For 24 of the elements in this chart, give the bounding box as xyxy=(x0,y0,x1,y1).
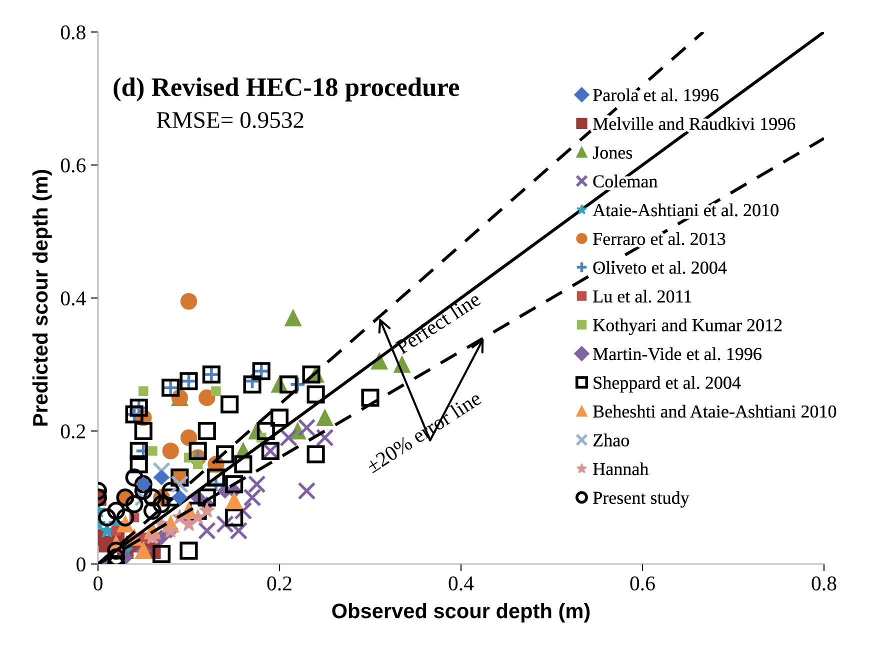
legend-label: Kothyari and Kumar 2012 xyxy=(593,318,782,336)
y-axis-title: Predicted scour depth (m) xyxy=(32,170,52,426)
legend-label: Sheppard et al. 2004 xyxy=(594,376,741,393)
legend-label: Present study xyxy=(593,491,690,508)
y-tick-label: 0.2 xyxy=(60,424,86,439)
y-tick-label: 0 xyxy=(76,557,86,572)
x-tick-label: 0.8 xyxy=(812,576,836,591)
y-tick-label: 0.6 xyxy=(60,158,86,173)
y-tick-label: 0.8 xyxy=(60,25,86,40)
x-tick-label: 0.6 xyxy=(630,576,655,591)
text: (d) Revised HEC-18 procedure xyxy=(114,78,460,102)
y-tick-label: 0.4 xyxy=(60,291,86,306)
x-tick-label: 0.4 xyxy=(448,576,474,591)
annotation: RMSE= 0.9532 xyxy=(156,112,304,128)
legend-label: Martin-Vide et al. 1996 xyxy=(593,347,762,360)
legend-label: Beheshti and Ataie-Ashtiani 2010 xyxy=(593,404,836,418)
legend-label: Ataie-Ashtiani et al. 2010 xyxy=(592,204,778,216)
legend-label: Lu et al. 2011 xyxy=(593,290,692,303)
legend-label: Zhao xyxy=(593,434,629,446)
legend-label: Hannah xyxy=(593,462,648,476)
x-tick-label: 0 xyxy=(94,576,102,590)
x-axis-title: Observed scour depth (m) xyxy=(332,603,590,622)
legend-label: Jones xyxy=(592,146,632,159)
x-tick-label: 0.2 xyxy=(267,576,292,591)
